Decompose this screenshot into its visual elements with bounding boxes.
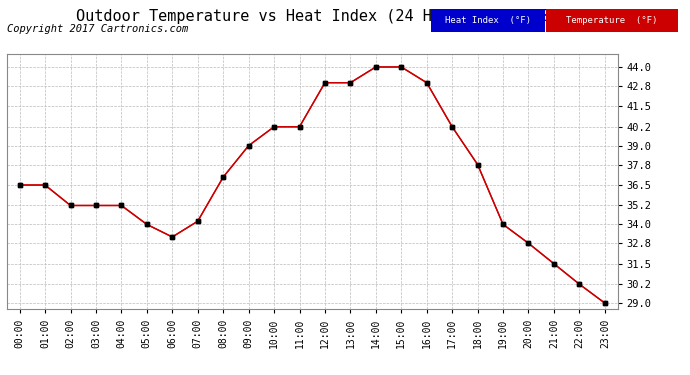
Text: Temperature  (°F): Temperature (°F)	[566, 16, 658, 25]
Text: Copyright 2017 Cartronics.com: Copyright 2017 Cartronics.com	[7, 24, 188, 34]
Text: Outdoor Temperature vs Heat Index (24 Hours) 20171107: Outdoor Temperature vs Heat Index (24 Ho…	[76, 9, 559, 24]
Text: Heat Index  (°F): Heat Index (°F)	[445, 16, 531, 25]
